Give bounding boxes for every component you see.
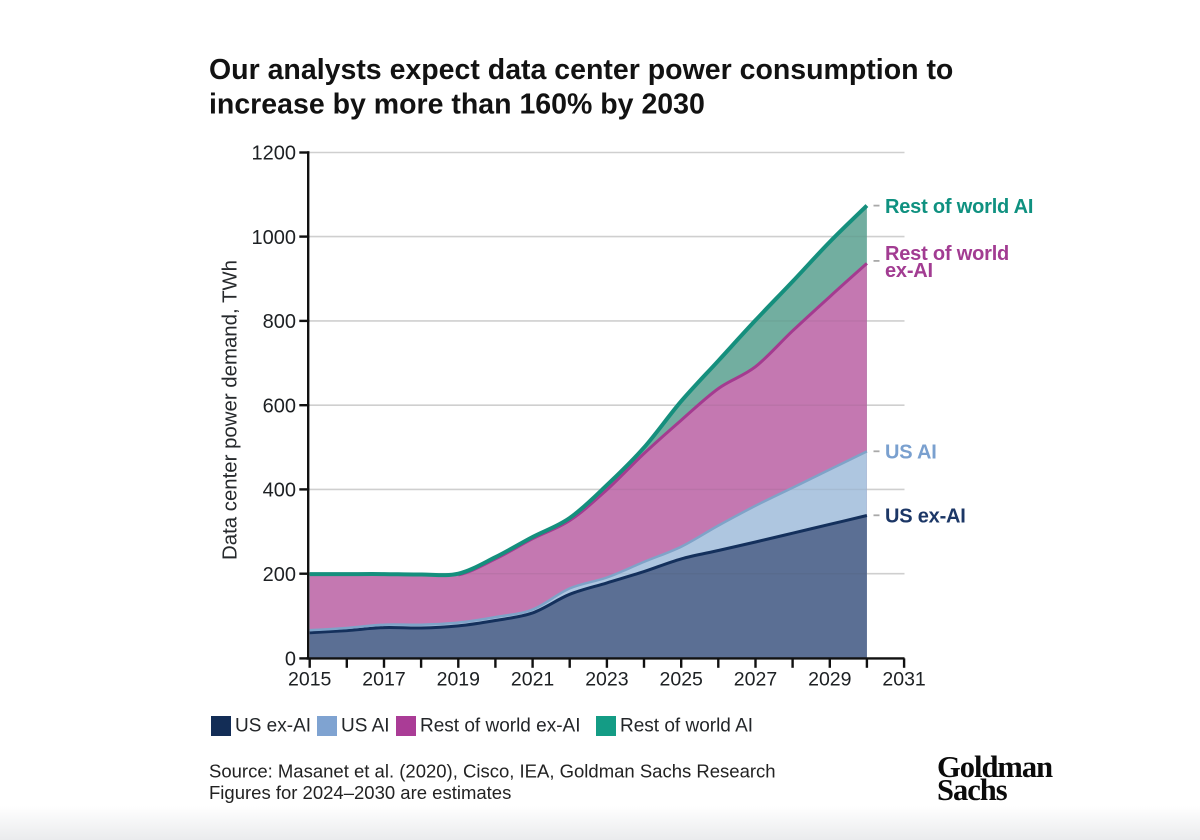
svg-text:2029: 2029 — [808, 669, 851, 691]
svg-text:2021: 2021 — [511, 669, 554, 691]
svg-text:Rest of world AI: Rest of world AI — [620, 716, 753, 737]
svg-text:800: 800 — [263, 311, 296, 333]
svg-text:Sachs: Sachs — [937, 773, 1008, 807]
svg-text:Data center power demand, TWh: Data center power demand, TWh — [220, 260, 242, 560]
svg-text:2019: 2019 — [437, 669, 480, 691]
svg-text:2025: 2025 — [660, 669, 704, 691]
svg-text:1000: 1000 — [252, 227, 297, 249]
svg-text:US ex-AI: US ex-AI — [235, 716, 311, 737]
svg-text:Our analysts expect data cente: Our analysts expect data center power co… — [209, 54, 953, 86]
svg-text:2015: 2015 — [288, 669, 332, 691]
svg-text:increase by more than 160% by: increase by more than 160% by 2030 — [209, 88, 705, 120]
svg-text:ex-AI: ex-AI — [885, 260, 933, 282]
svg-text:US AI: US AI — [885, 442, 937, 464]
svg-text:600: 600 — [263, 395, 296, 417]
svg-text:2031: 2031 — [882, 669, 925, 691]
svg-text:Rest of world: Rest of world — [885, 243, 1009, 265]
svg-text:0: 0 — [285, 649, 296, 671]
svg-text:400: 400 — [263, 480, 296, 502]
svg-text:Source: Masanet et al. (2020),: Source: Masanet et al. (2020), Cisco, IE… — [209, 761, 776, 782]
svg-text:Rest of world ex-AI: Rest of world ex-AI — [420, 716, 581, 737]
svg-text:Goldman: Goldman — [937, 750, 1053, 784]
svg-text:Figures for 2024–2030 are esti: Figures for 2024–2030 are estimates — [209, 782, 511, 803]
svg-text:2027: 2027 — [734, 669, 777, 691]
svg-text:Rest of world AI: Rest of world AI — [885, 196, 1033, 218]
svg-text:1200: 1200 — [252, 143, 297, 165]
svg-text:2017: 2017 — [362, 669, 405, 691]
svg-text:2023: 2023 — [585, 669, 628, 691]
svg-text:US AI: US AI — [341, 716, 390, 737]
svg-text:200: 200 — [263, 564, 296, 586]
svg-text:US ex-AI: US ex-AI — [885, 506, 966, 528]
